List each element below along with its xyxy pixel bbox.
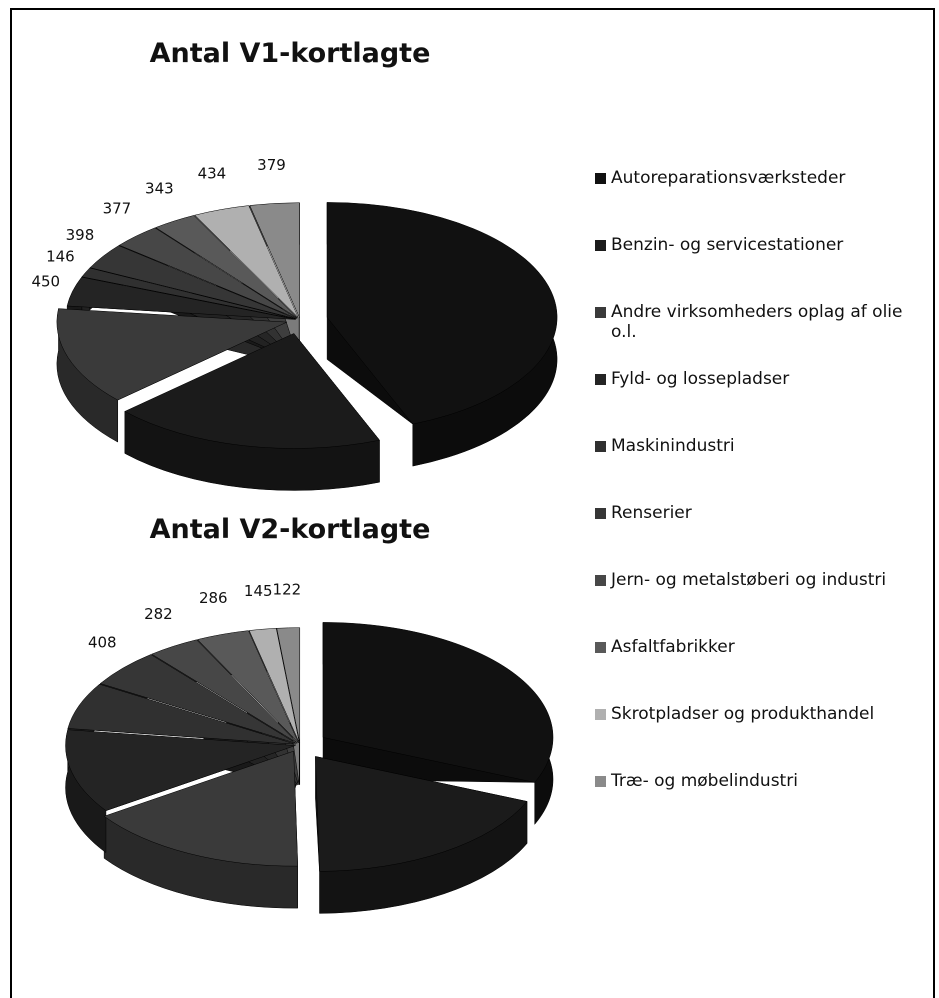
legend-label: Fyld- og lossepladser	[611, 369, 790, 389]
slice	[81, 267, 296, 320]
legend-item: Skrotpladser og produkthandel	[595, 704, 925, 771]
slice	[276, 627, 301, 743]
legend-label: Renserier	[611, 503, 692, 523]
data-label: 450	[31, 273, 60, 291]
legend-item: Asfaltfabrikker	[595, 637, 925, 704]
slice	[248, 628, 300, 743]
slice	[249, 202, 300, 318]
legend-swatch	[595, 240, 606, 251]
legend-swatch	[595, 173, 606, 184]
data-label: 434	[198, 164, 227, 182]
slice	[155, 215, 298, 319]
legend-item: Træ- og møbelindustri	[595, 771, 925, 838]
slice	[89, 245, 297, 319]
legend-label: Skrotpladser og produkthandel	[611, 704, 875, 724]
data-label: 282	[144, 605, 173, 623]
chart-title: Antal V1-kortlagte	[150, 38, 431, 69]
slice	[118, 227, 297, 319]
legend-swatch	[595, 575, 606, 586]
legend-swatch	[595, 508, 606, 519]
slice	[151, 639, 298, 744]
legend-label: Jern- og metalstøberi og industri	[611, 570, 887, 590]
slice	[65, 729, 296, 811]
data-label: 398	[66, 226, 95, 244]
slice	[194, 205, 299, 319]
legend-item: Andre virksomheders oplag af olie o.l.	[595, 302, 925, 369]
chart-title: Antal V2-kortlagte	[150, 514, 431, 545]
slice	[99, 654, 297, 744]
legend-label: Andre virksomheders oplag af olie o.l.	[611, 302, 903, 342]
legend-item: Autoreparationsværksteder	[595, 168, 925, 235]
slice	[124, 333, 381, 449]
legend-swatch	[595, 642, 606, 653]
legend-swatch	[595, 374, 606, 385]
legend-label: Træ- og møbelindustri	[611, 771, 798, 791]
legend-swatch	[595, 441, 606, 452]
legend-label: Autoreparationsværksteder	[611, 168, 846, 188]
data-label: 146	[46, 247, 75, 265]
slice	[322, 622, 554, 783]
data-label: 145	[244, 582, 273, 600]
data-label: 122	[273, 580, 302, 598]
legend-label: Benzin- og servicestationer	[611, 235, 844, 255]
legend: Autoreparationsværksteder Benzin- og serv…	[595, 168, 925, 838]
frame	[10, 8, 935, 998]
legend-swatch	[595, 307, 606, 318]
slice	[326, 202, 558, 425]
pie-tops	[56, 202, 558, 449]
legend-item: Fyld- og lossepladser	[595, 369, 925, 436]
legend-swatch	[595, 776, 606, 787]
legend-swatch	[595, 709, 606, 720]
data-label: 379	[257, 156, 286, 174]
legend-label: Maskinindustri	[611, 436, 735, 456]
legend-item: Benzin- og servicestationer	[595, 235, 925, 302]
legend-item: Jern- og metalstøberi og industri	[595, 570, 925, 637]
data-label: 377	[103, 199, 132, 217]
data-label: 408	[88, 634, 117, 652]
slice	[66, 276, 296, 320]
pie-tops	[65, 622, 554, 872]
slice	[196, 630, 299, 744]
data-label: 343	[145, 179, 174, 197]
slice	[56, 308, 287, 401]
legend-item: Maskinindustri	[595, 436, 925, 503]
legend-label: Asfaltfabrikker	[611, 637, 735, 657]
data-label: 286	[199, 589, 228, 607]
slice	[103, 750, 299, 867]
slice	[67, 683, 296, 745]
legend-item: Renserier	[595, 503, 925, 570]
slice	[315, 756, 528, 872]
